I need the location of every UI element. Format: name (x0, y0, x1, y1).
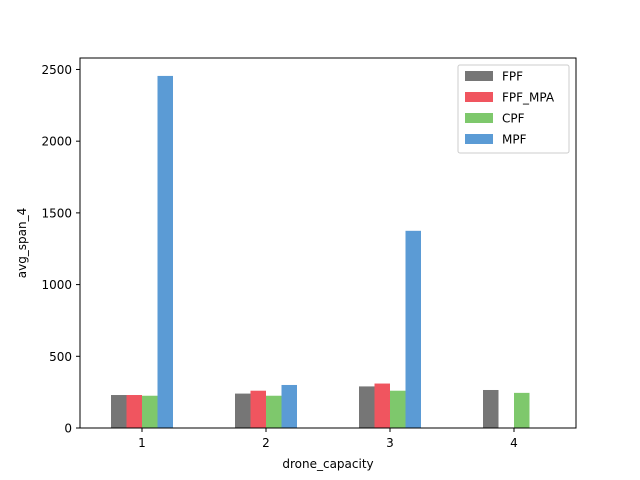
legend-swatch-mpf (465, 134, 493, 144)
bar-mpf-3 (405, 230, 421, 428)
bar-fpf-1 (111, 395, 127, 428)
bar-fpf-2 (235, 393, 251, 428)
x-tick-label: 4 (510, 436, 518, 450)
plot-frame (79, 57, 577, 429)
legend-label-fpf-mpa: FPF_MPA (502, 91, 555, 105)
legend-label-fpf: FPF (502, 70, 523, 84)
bar-fpf-4 (483, 389, 499, 428)
bar-fpf-mpa-1 (126, 395, 142, 428)
bar-mpf-2 (281, 384, 297, 428)
y-tick-label: 2000 (41, 135, 72, 149)
y-tick-label: 1500 (41, 206, 72, 220)
x-tick-label: 3 (386, 436, 394, 450)
bar-fpf-mpa-3 (374, 383, 390, 428)
x-tick-label: 1 (138, 436, 146, 450)
y-axis-ticks: 0 500 1000 1500 2000 2500 (41, 63, 80, 436)
bar-fpf-3 (359, 386, 375, 428)
bar-cpf-1 (142, 395, 158, 428)
x-axis-label: drone_capacity (282, 457, 373, 471)
y-tick-label: 2500 (41, 63, 72, 77)
bars-group (111, 75, 530, 428)
y-tick-label: 1000 (41, 278, 72, 292)
legend-swatch-fpf (465, 71, 493, 81)
legend-swatch-cpf (465, 113, 493, 123)
x-axis-ticks: 1 2 3 4 (138, 428, 518, 450)
bar-cpf-4 (514, 392, 530, 428)
legend: FPF FPF_MPA CPF MPF (457, 64, 570, 154)
bar-cpf-2 (266, 395, 282, 428)
legend-label-mpf: MPF (502, 133, 527, 147)
bar-cpf-3 (390, 390, 406, 428)
legend-frame (457, 64, 570, 154)
x-tick-label: 2 (262, 436, 270, 450)
legend-label-cpf: CPF (502, 112, 525, 126)
bar-mpf-1 (157, 75, 173, 428)
y-tick-label: 0 (64, 422, 72, 436)
legend-swatch-fpf-mpa (465, 92, 493, 102)
bar-fpf-mpa-2 (250, 390, 266, 428)
y-tick-label: 500 (49, 350, 72, 364)
y-axis-label: avg_span_4 (15, 208, 29, 279)
